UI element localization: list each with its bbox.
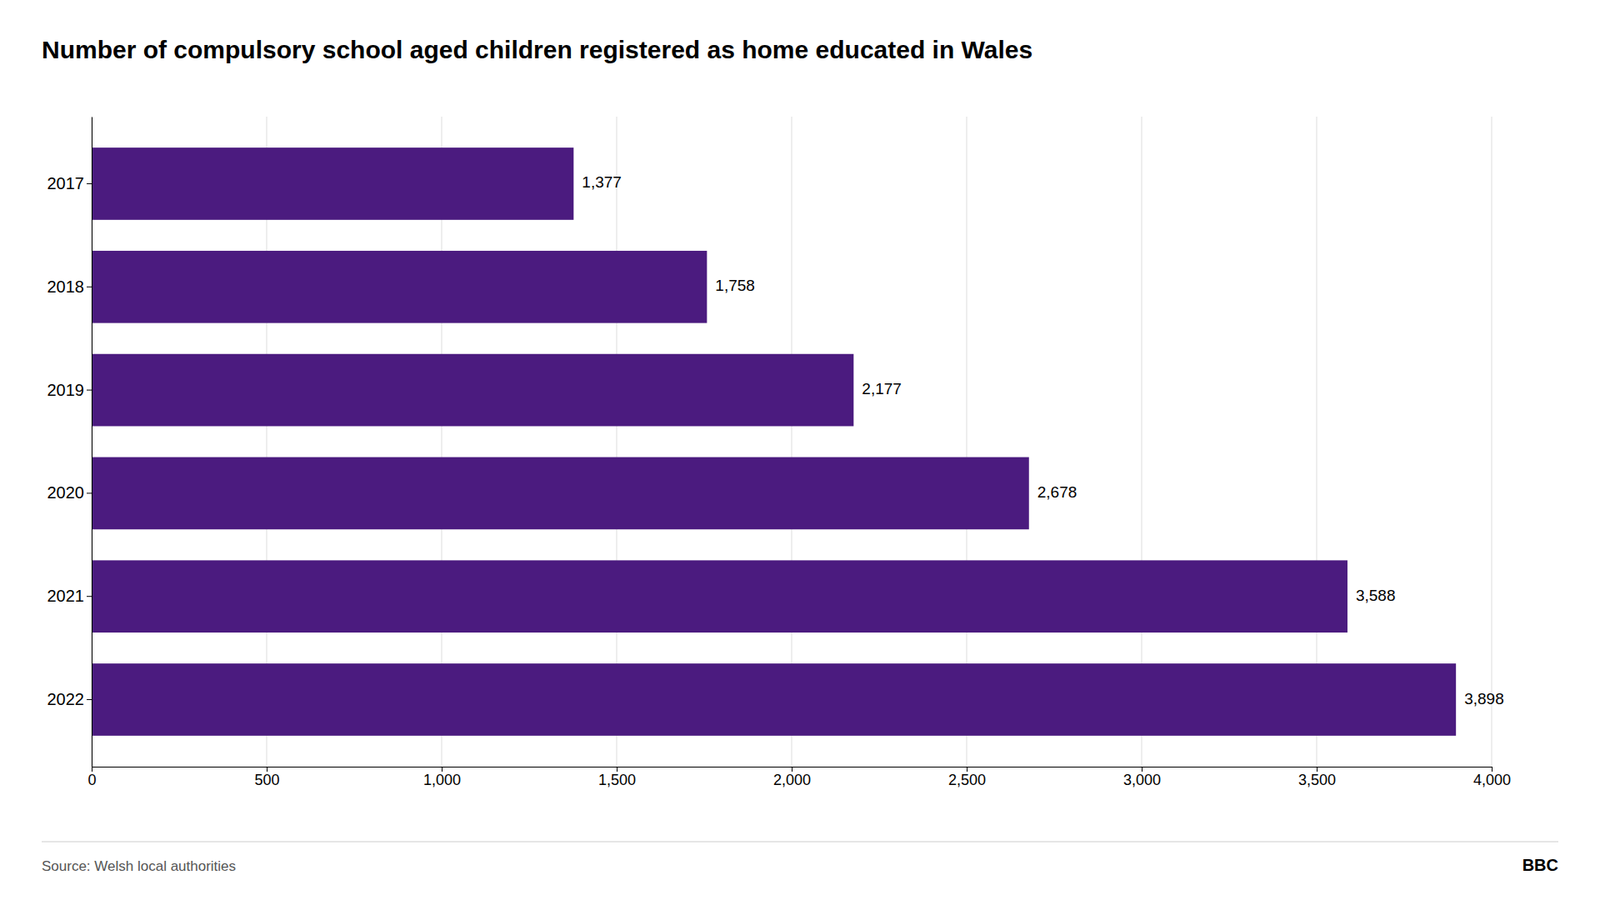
tick: 500 [254,766,280,789]
tick-label: 0 [87,771,96,789]
tick-label: 2018 [47,277,85,296]
bar [91,663,1456,736]
grid [91,116,1492,767]
tick-mark [86,286,92,288]
tick: 4,000 [1473,766,1511,789]
bar [91,147,574,220]
brand: BBC [1522,855,1559,875]
chart: Number of compulsory school aged childre… [0,0,1600,900]
tick-label: 2,000 [773,771,811,789]
tick: 2017 [47,174,93,193]
tick-mark [86,699,92,700]
bar [91,250,707,324]
tick: 0 [87,766,96,789]
tick-label: 2021 [47,586,85,605]
tick-label: 500 [254,771,280,789]
separator [41,841,1559,843]
tick: 2022 [47,690,93,709]
tick: 3,500 [1298,766,1336,789]
data-label: 3,588 [1355,586,1396,605]
data-label: 1,758 [715,276,755,295]
tick: 1,500 [598,766,636,789]
tick-label: 2017 [47,174,85,193]
tick-label: 2020 [47,483,85,502]
bar [91,354,854,427]
x-axis: 0 500 1,000 1,500 2,000 2,500 3,000 3,500 4,000 [87,766,1511,789]
title: Number of compulsory school aged childre… [41,35,1033,64]
tick: 2,500 [948,766,986,789]
tick-mark [86,183,92,185]
tick-label: 2022 [47,690,85,709]
tick-label: 2019 [47,380,85,399]
tick: 2018 [47,277,93,296]
grid-line [1491,116,1493,767]
source: Source: Welsh local authorities [41,858,236,875]
tick: 2020 [47,483,93,502]
bar [91,457,1030,530]
data-labels: 1,377 1,758 2,177 2,678 3,588 3,898 [581,173,1504,707]
tick-mark [86,390,92,391]
y-axis: 2017 2018 2019 2020 2021 2022 [47,117,93,768]
bars [91,147,1456,736]
axis-line [91,117,93,768]
tick-mark [86,492,92,494]
tick-label: 1,500 [598,771,636,789]
data-label: 1,377 [581,173,622,191]
grid-line [91,116,93,767]
tick: 2019 [47,380,93,399]
tick-label: 3,000 [1123,771,1161,789]
tick-label: 3,500 [1298,771,1336,789]
tick-label: 2,500 [948,771,986,789]
data-label: 3,898 [1464,690,1505,708]
tick-mark [86,595,92,597]
data-label: 2,678 [1037,483,1078,501]
bar [91,560,1348,633]
plot: 0 500 1,000 1,500 2,000 2,500 3,000 3,500 4,000 2… [47,116,1512,789]
tick-label: 1,000 [423,771,461,789]
tick: 3,000 [1123,766,1161,789]
tick: 1,000 [423,766,461,789]
tick: 2,000 [773,766,811,789]
data-label: 2,177 [861,380,902,398]
tick-label: 4,000 [1473,771,1511,789]
tick: 2021 [47,586,93,605]
